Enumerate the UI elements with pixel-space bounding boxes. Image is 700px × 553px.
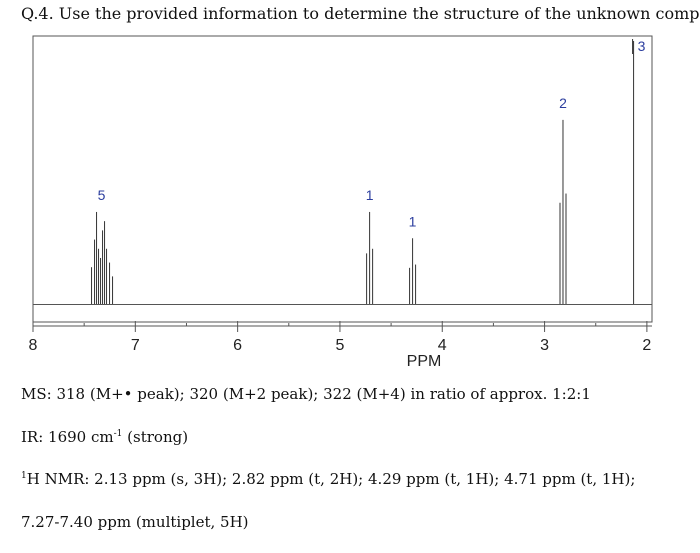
- peak-4.71: [366, 211, 374, 304]
- tick-label: 6: [233, 337, 242, 354]
- peak-4.29: [409, 238, 417, 304]
- x-axis-label: PPM: [407, 353, 442, 370]
- tick-label: 2: [642, 337, 651, 354]
- tick-label: 5: [335, 337, 344, 354]
- radical-dot: •: [123, 385, 133, 403]
- spectrum-peaks: [91, 41, 635, 304]
- integration-label: 1: [409, 213, 417, 229]
- hnmr-isotope-superscript: 1: [21, 471, 27, 481]
- ir-prefix: IR: 1690 cm: [21, 428, 114, 446]
- hnmr-text: H NMR: 2.13 ppm (s, 3H); 2.82 ppm (t, 2H…: [26, 470, 636, 488]
- hnmr-line-2: 7.27-7.40 ppm (multiplet, 5H): [21, 513, 249, 531]
- ms-rest: peak); 320 (M+2 peak); 322 (M+4) in rati…: [132, 385, 591, 403]
- peak-7.33: [91, 211, 114, 304]
- ms-line: MS: 318 (M+• peak); 320 (M+2 peak); 322 …: [21, 385, 591, 403]
- nmr-spectrum: 5 1 1 2 3 8 7 6 5 4 3 2 PPM: [29, 35, 653, 370]
- integration-label: 1: [366, 187, 374, 203]
- tick-label: 7: [131, 337, 140, 354]
- integration-label: 5: [98, 187, 106, 203]
- ir-superscript: -1: [113, 429, 123, 439]
- integration-labels: 5 1 1 2 3: [98, 38, 646, 229]
- hnmr-line-1: 1H NMR: 2.13 ppm (s, 3H); 2.82 ppm (t, 2…: [21, 470, 635, 488]
- ppm-axis: 8 7 6 5 4 3 2: [29, 321, 652, 354]
- peak-2.82: [559, 119, 567, 304]
- integration-label: 3: [638, 38, 646, 54]
- spectrum-frame: [32, 35, 653, 323]
- ir-suffix: (strong): [122, 428, 189, 446]
- plot-border: [32, 35, 653, 323]
- ir-line: IR: 1690 cm-1 (strong): [21, 428, 188, 446]
- tick-label: 3: [540, 337, 549, 354]
- ms-prefix: MS: 318 (M+: [21, 385, 124, 403]
- tick-label: 8: [29, 337, 38, 354]
- tick-label: 4: [438, 337, 447, 354]
- question-text: Q.4. Use the provided information to det…: [21, 4, 700, 23]
- integration-label: 2: [559, 95, 567, 111]
